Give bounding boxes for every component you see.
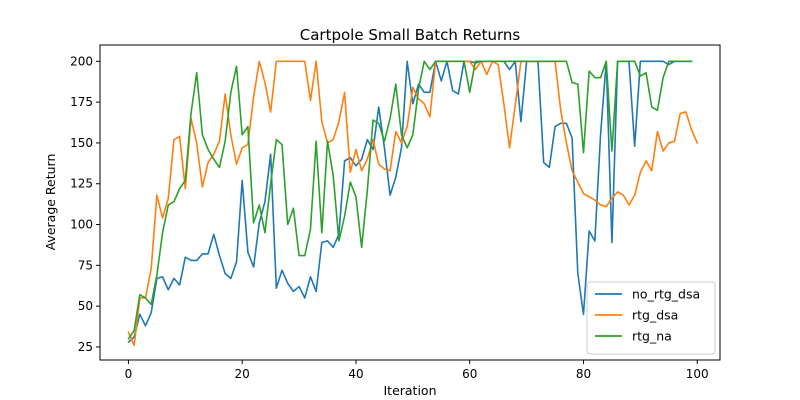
x-axis: 0 20 40 60 80 100 xyxy=(125,360,709,381)
legend: no_rtg_dsa rtg_dsa rtg_na xyxy=(586,281,716,355)
y-tick-label: 200 xyxy=(70,54,93,68)
x-tick-label: 20 xyxy=(235,367,250,381)
chart-title: Cartpole Small Batch Returns xyxy=(300,26,521,44)
x-tick-label: 40 xyxy=(348,367,363,381)
series-line-no_rtg_dsa xyxy=(127,60,693,343)
y-tick-label: 75 xyxy=(78,258,93,272)
series-line-rtg_na xyxy=(127,60,693,340)
y-tick-label: 100 xyxy=(70,218,93,232)
legend-label-no_rtg_dsa: no_rtg_dsa xyxy=(632,287,700,302)
x-tick-label: 60 xyxy=(462,367,477,381)
legend-label-rtg_dsa: rtg_dsa xyxy=(632,308,678,323)
series-line-rtg_dsa xyxy=(127,60,699,347)
y-axis: 25 50 75 100 125 150 175 200 xyxy=(70,54,100,354)
x-tick-label: 80 xyxy=(576,367,591,381)
y-tick-label: 25 xyxy=(78,340,93,354)
x-tick-label: 100 xyxy=(686,367,709,381)
y-tick-label: 50 xyxy=(78,299,93,313)
y-tick-label: 150 xyxy=(70,136,93,150)
series-layer xyxy=(127,60,699,347)
y-tick-label: 125 xyxy=(70,177,93,191)
x-axis-label: Iteration xyxy=(383,383,436,398)
y-tick-label: 175 xyxy=(70,95,93,109)
x-tick-label: 0 xyxy=(125,367,133,381)
plot-frame xyxy=(99,44,721,361)
legend-label-rtg_na: rtg_na xyxy=(632,329,672,344)
y-axis-label: Average Return xyxy=(43,154,58,251)
